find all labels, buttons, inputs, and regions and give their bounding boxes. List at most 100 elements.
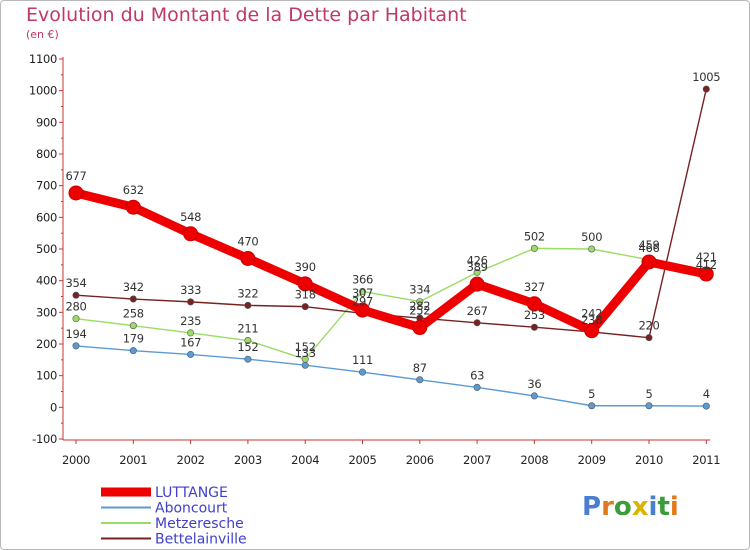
- x-tick-label: 2005: [348, 453, 376, 467]
- data-label: 238: [581, 313, 602, 327]
- data-point: [530, 392, 538, 400]
- y-tick-label: -100: [32, 432, 57, 446]
- data-label: 333: [180, 283, 201, 297]
- data-label: 267: [467, 304, 488, 318]
- data-point: [244, 301, 252, 309]
- series-lines: [68, 85, 714, 410]
- data-label: 63: [470, 368, 484, 382]
- brand-letter: x: [632, 492, 649, 522]
- y-tick-label: 1000: [29, 84, 57, 98]
- data-point: [702, 85, 710, 93]
- data-label: 297: [352, 294, 373, 308]
- data-label: 677: [65, 169, 86, 183]
- data-point: [358, 368, 366, 376]
- data-label: 466: [638, 241, 659, 255]
- data-label: 36: [527, 377, 541, 391]
- data-label: 548: [180, 210, 201, 224]
- data-label: 87: [413, 361, 427, 375]
- data-label: 282: [409, 299, 430, 313]
- data-label: 194: [65, 327, 86, 341]
- data-point: [702, 402, 710, 410]
- data-point: [240, 251, 256, 266]
- data-label: 4: [703, 387, 710, 401]
- data-label: 322: [237, 286, 258, 300]
- y-tick-label: 1100: [29, 52, 57, 66]
- data-point: [244, 337, 252, 345]
- data-label: 179: [123, 332, 144, 346]
- data-label: 211: [237, 322, 258, 336]
- brand-letter: o: [614, 492, 632, 522]
- data-label: 5: [645, 387, 652, 401]
- data-point: [125, 199, 141, 215]
- data-point: [473, 383, 481, 391]
- series-line-metzeresche: [75, 247, 707, 360]
- x-tick-label: 2002: [177, 453, 205, 467]
- data-point: [183, 226, 199, 242]
- data-point: [698, 266, 714, 282]
- data-point: [129, 347, 137, 355]
- data-point: [187, 329, 195, 337]
- data-point: [473, 268, 481, 276]
- data-label: 1005: [692, 70, 720, 84]
- x-tick-label: 2009: [578, 453, 606, 467]
- data-point: [72, 342, 80, 350]
- series-line-luttange: [71, 188, 711, 336]
- legend: LUTTANGEAboncourtMetzerescheBettelainvil…: [101, 485, 247, 548]
- data-label: 167: [180, 335, 201, 349]
- data-label: 421: [696, 250, 717, 264]
- legend-label: Bettelainville: [155, 532, 247, 548]
- data-point: [129, 322, 137, 330]
- data-label: 366: [352, 272, 373, 286]
- data-label: 258: [123, 307, 144, 321]
- data-label: 327: [524, 280, 545, 294]
- brand-letter: i: [670, 492, 679, 522]
- data-label: 470: [237, 235, 258, 249]
- data-label: 252: [409, 304, 430, 318]
- data-point: [641, 254, 657, 270]
- x-tick-label: 2010: [635, 453, 663, 467]
- brand-letter: P: [582, 492, 601, 522]
- y-tick-label: 700: [36, 179, 57, 193]
- data-label: 220: [638, 319, 659, 333]
- chart-title: Evolution du Montant de la Dette par Hab…: [26, 4, 467, 26]
- data-point: [469, 276, 485, 292]
- brand-letter: i: [649, 492, 658, 522]
- y-tick-label: 100: [36, 369, 57, 383]
- axes: -100 0 100 200 300 400 500 600 700 800 900 1000 1100…: [29, 52, 721, 467]
- proxiti-logo: Proxiti: [582, 492, 679, 522]
- x-tick-label: 2003: [234, 453, 262, 467]
- data-label: 426: [467, 253, 488, 267]
- data-point: [358, 287, 366, 295]
- y-tick-label: 500: [36, 242, 57, 256]
- data-label: 235: [180, 314, 201, 328]
- data-label: 342: [123, 280, 144, 294]
- data-point: [355, 302, 370, 318]
- series-line-aboncourt: [75, 345, 707, 407]
- data-label: 354: [65, 276, 86, 290]
- legend-label: Aboncourt: [155, 501, 228, 517]
- data-point: [645, 402, 653, 410]
- data-label: 318: [295, 288, 316, 302]
- y-tick-label: 400: [36, 274, 57, 288]
- data-point: [301, 355, 309, 363]
- data-point: [72, 315, 80, 323]
- brand-letter: r: [601, 492, 614, 522]
- data-label: 253: [524, 308, 545, 322]
- data-label: 632: [123, 183, 144, 197]
- data-point: [72, 291, 80, 299]
- y-tick-label: 0: [50, 400, 57, 414]
- data-point: [526, 296, 542, 312]
- x-tick-label: 2011: [692, 453, 720, 467]
- data-label: 412: [696, 258, 717, 272]
- data-label: 133: [295, 346, 316, 360]
- data-point: [473, 319, 481, 327]
- x-tick-label: 2001: [119, 453, 147, 467]
- data-point: [584, 323, 600, 339]
- brand-letter: t: [657, 492, 669, 522]
- legend-label: LUTTANGE: [155, 485, 228, 501]
- data-label: 334: [409, 283, 430, 297]
- y-tick-label: 300: [36, 305, 57, 319]
- data-label: 111: [352, 353, 373, 367]
- data-point: [412, 320, 428, 336]
